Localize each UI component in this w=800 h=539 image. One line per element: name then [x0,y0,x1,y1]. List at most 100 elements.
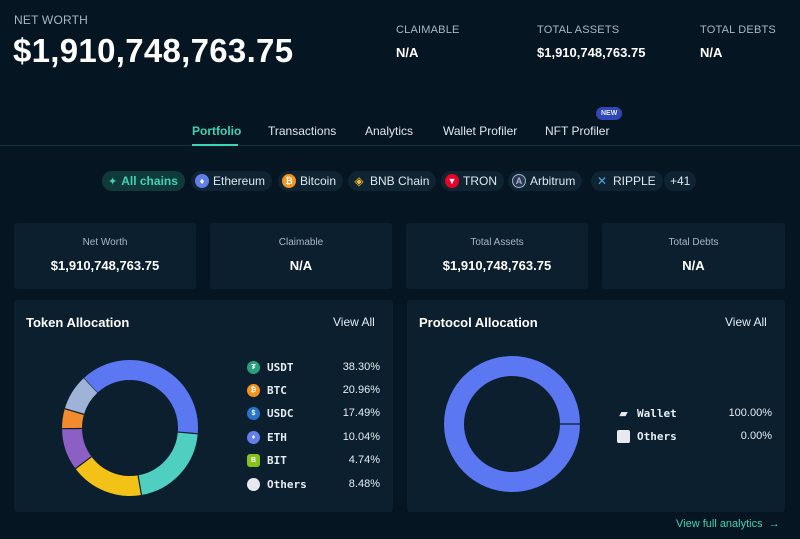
token-view-all-link[interactable]: View All [333,315,375,329]
claimable-label: CLAIMABLE [396,24,460,36]
btc-icon: ₿ [247,384,260,397]
usdt-icon: ₮ [247,361,260,374]
ripple-icon: ✕ [595,174,609,188]
legend-item-eth: ♦ ETH 10.04% [247,430,380,446]
legend-percent: 10.04% [342,431,380,443]
card-label: Net Worth [82,237,128,248]
card-value: N/A [289,258,313,273]
bit-icon: B [247,454,260,467]
card-value: $1,910,748,763.75 [442,258,552,273]
chain-label: Arbitrum [530,174,576,188]
legend-item-others: Others 0.00% [617,429,772,445]
chain-filter-ethereum[interactable]: ♦ Ethereum [191,171,273,191]
chain-filter-bitcoin[interactable]: ₿ Bitcoin [278,171,344,191]
protocol-allocation-panel: Protocol Allocation View All ▰ Wallet 10… [407,300,785,512]
card-label: Total Assets [470,237,524,248]
chain-label: RIPPLE [613,174,656,188]
legend-name: USDT [267,361,294,374]
card-label: Total Debts [668,237,719,248]
panel-title: Token Allocation [26,315,130,330]
chain-label: BNB Chain [370,174,430,188]
legend-name: Others [637,430,677,443]
tab-transactions[interactable]: Transactions [268,124,337,138]
bitcoin-icon: ₿ [282,174,296,188]
more-chains-count: +41 [670,174,691,188]
legend-percent: 4.74% [348,454,380,466]
donut-segment-eth [62,428,92,469]
donut-separator [64,408,85,415]
wallet-icon: ▰ [619,408,628,420]
main-tabs: Portfolio Transactions Analytics Wallet … [0,107,800,146]
chain-filter-ripple[interactable]: ✕ RIPPLE [591,171,663,191]
chain-label: TRON [463,174,497,188]
view-full-analytics-link[interactable]: View full analytics → [676,518,780,530]
legend-percent: 0.00% [740,430,772,442]
legend-name: BIT [267,454,287,467]
eth-icon: ♦ [247,431,260,444]
tron-icon: ▼ [445,174,459,188]
donut-segment-others [64,378,98,415]
claimable-value: N/A [396,45,419,60]
total-debts-value: N/A [700,45,723,60]
panel-title: Protocol Allocation [419,315,538,330]
donut-segment-usdc [75,456,142,496]
chain-filter-tron[interactable]: ▼ TRON [441,171,504,191]
chain-filter-all[interactable]: ✦ All chains [102,171,185,191]
legend-name: Others [267,478,307,491]
ethereum-icon: ♦ [195,174,209,188]
new-badge: NEW [596,107,623,120]
legend-name: ETH [267,431,287,444]
chain-label: All chains [121,174,178,188]
total-assets-value: $1,910,748,763.75 [537,45,646,60]
card-label: Claimable [278,237,324,248]
legend-item-btc: ₿ BTC 20.96% [247,383,380,399]
legend-name: Wallet [637,407,677,420]
legend-percent: 38.30% [342,361,380,373]
token-donut-chart [61,360,198,496]
arbitrum-icon: A [512,174,526,188]
legend-percent: 17.49% [342,407,380,419]
chain-filter-bnb[interactable]: ◈ BNB Chain [348,171,437,191]
net-worth-value: $1,910,748,763.75 [13,32,294,69]
legend-percent: 8.48% [348,478,380,490]
chain-filter-arbitrum[interactable]: A Arbitrum [508,171,583,191]
net-worth-label: NET WORTH [14,13,89,27]
legend-item-bit: B BIT 4.74% [247,453,380,469]
donut-separator [75,456,92,470]
others-icon [617,430,630,443]
all-chains-icon: ✦ [108,175,118,188]
chain-label: Bitcoin [300,174,337,188]
card-value: N/A [682,258,705,273]
chain-filter-more[interactable]: +41 [664,171,697,191]
donut-segment-btc [137,431,198,496]
protocol-view-all-link[interactable]: View All [725,315,767,329]
legend-name: BTC [267,384,287,397]
donut-segment-usdt [83,360,198,434]
bnb-icon: ◈ [352,174,366,188]
chain-label: Ethereum [213,174,266,188]
legend-item-others: Others 8.48% [247,477,380,493]
donut-separator [137,475,143,496]
legend-percent: 100.00% [728,407,772,419]
donut-separator [177,431,198,435]
tab-portfolio[interactable]: Portfolio [192,124,242,138]
summary-card-claimable: Claimable N/A [210,223,392,289]
token-allocation-panel: Token Allocation View All ₮ USDT 38.30% … [14,300,393,512]
tab-wallet-profiler[interactable]: Wallet Profiler [443,124,518,138]
total-debts-label: TOTAL DEBTS [700,24,776,36]
arrow-right-icon: → [768,518,780,530]
legend-item-wallet: ▰ Wallet 100.00% [617,406,772,422]
others-icon [247,478,260,491]
summary-card-total-debts: Total Debts N/A [602,223,785,289]
summary-card-net-worth: Net Worth $1,910,748,763.75 [14,223,196,289]
legend-item-usdt: ₮ USDT 38.30% [247,360,380,376]
token-legend: ₮ USDT 38.30% ₿ BTC 20.96% $ USDC 17.49%… [247,360,380,500]
usdc-icon: $ [247,407,260,420]
tab-analytics[interactable]: Analytics [365,124,414,138]
donut-segment-bit [62,408,85,429]
card-value: $1,910,748,763.75 [50,258,160,273]
protocol-donut-chart [444,356,580,492]
tab-nft-profiler[interactable]: NFT Profiler [545,124,610,138]
legend-percent: 20.96% [342,384,380,396]
protocol-legend: ▰ Wallet 100.00% Others 0.00% [617,406,772,446]
